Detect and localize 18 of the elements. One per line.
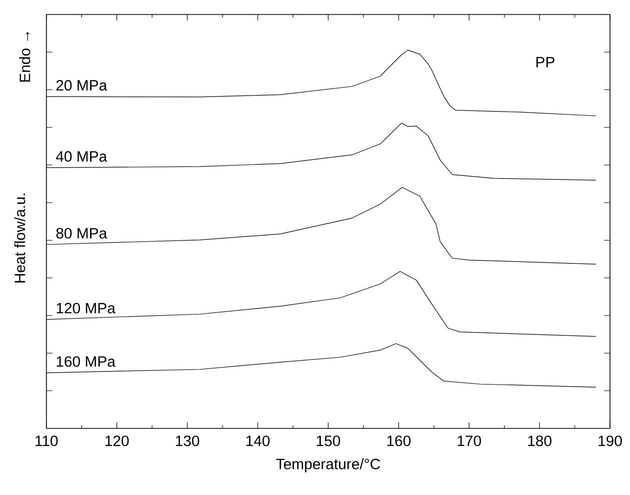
- x-tick-label: 180: [528, 436, 552, 446]
- legend-label: 40 MPa: [56, 151, 108, 162]
- x-tick-label: 110: [36, 436, 58, 446]
- legend-label: 160 MPa: [56, 356, 116, 367]
- x-axis-title: Temperature/°C: [276, 458, 380, 472]
- legend-label: 80 MPa: [56, 228, 108, 239]
- legend-label: 20 MPa: [56, 80, 108, 91]
- x-tick-label: 140: [246, 436, 270, 446]
- x-tick-label: 120: [106, 436, 129, 446]
- text: Endo →: [19, 32, 30, 82]
- y-axis-title: Heat flow/a.u.: [14, 194, 26, 282]
- x-tick-label: 160: [387, 436, 411, 446]
- x-tick-label: 190: [598, 436, 622, 446]
- x-tick-label: 150: [316, 436, 340, 446]
- annotation: PP: [536, 56, 554, 68]
- legend-label: 120 MPa: [56, 302, 116, 314]
- x-tick-label: 170: [458, 436, 481, 446]
- x-tick-label: 130: [176, 436, 200, 446]
